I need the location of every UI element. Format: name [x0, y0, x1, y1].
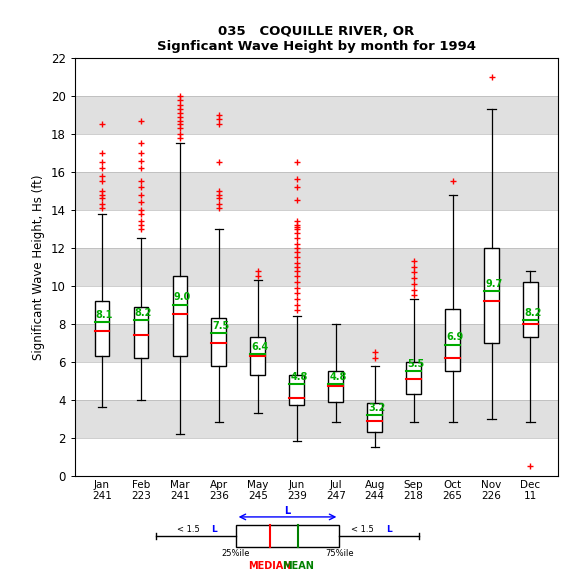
Bar: [236, 525, 339, 546]
Bar: [523, 282, 538, 337]
Text: 9.0: 9.0: [174, 292, 191, 303]
Bar: [289, 375, 304, 405]
Bar: [95, 301, 109, 356]
Text: 8.2: 8.2: [135, 307, 152, 318]
Bar: [406, 362, 421, 394]
Text: MEDIAN: MEDIAN: [248, 561, 292, 571]
Text: MEAN: MEAN: [282, 561, 314, 571]
Bar: [75, 96, 558, 134]
Text: 4.8: 4.8: [329, 372, 347, 382]
Text: 8.1: 8.1: [96, 310, 113, 320]
Text: 3.2: 3.2: [369, 403, 386, 412]
Text: < 1.5: < 1.5: [177, 525, 202, 534]
Bar: [75, 362, 558, 400]
Title: 035   COQUILLE RIVER, OR
Signficant Wave Height by month for 1994: 035 COQUILLE RIVER, OR Signficant Wave H…: [157, 25, 476, 53]
Bar: [212, 318, 227, 365]
Bar: [484, 248, 499, 343]
Text: 75%ile: 75%ile: [325, 549, 354, 558]
Bar: [172, 276, 187, 356]
Text: 7.5: 7.5: [213, 321, 230, 331]
Text: 5.5: 5.5: [408, 359, 425, 369]
Bar: [75, 248, 558, 286]
Bar: [75, 400, 558, 438]
Bar: [251, 337, 265, 375]
Text: 25%ile: 25%ile: [221, 549, 250, 558]
Bar: [367, 404, 382, 432]
Text: L: L: [285, 506, 290, 516]
Text: 8.2: 8.2: [524, 307, 542, 318]
Bar: [75, 210, 558, 248]
Bar: [133, 307, 148, 358]
Text: 6.4: 6.4: [252, 342, 269, 352]
Bar: [75, 438, 558, 476]
Text: 6.9: 6.9: [446, 332, 463, 342]
Text: 9.7: 9.7: [485, 279, 503, 289]
Y-axis label: Significant Wave Height, Hs (ft): Significant Wave Height, Hs (ft): [32, 174, 45, 360]
Bar: [75, 324, 558, 362]
Text: L: L: [386, 525, 392, 534]
Text: 4.8: 4.8: [290, 372, 308, 382]
Bar: [328, 371, 343, 401]
Bar: [75, 286, 558, 324]
Bar: [75, 134, 558, 172]
Text: L: L: [212, 525, 217, 534]
Text: < 1.5: < 1.5: [351, 525, 377, 534]
Bar: [75, 58, 558, 96]
Bar: [445, 309, 460, 371]
Bar: [75, 172, 558, 210]
